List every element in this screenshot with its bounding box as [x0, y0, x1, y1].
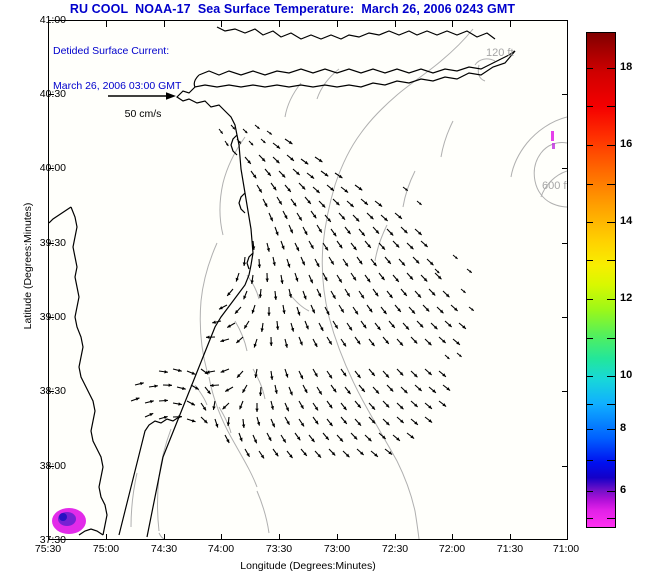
page-title: RU COOL NOAA-17 Sea Surface Temperature:…: [69, 2, 516, 16]
annotation-line-1: Detided Surface Current:: [53, 45, 170, 57]
colorbar-tick-label-14: 14: [620, 215, 633, 227]
sst-data-patches: [52, 131, 555, 534]
depth-label-120ft: 120 ft: [486, 47, 514, 59]
colorbar-tick-label-16: 16: [620, 138, 633, 150]
colorbar-tick-label-8: 8: [620, 422, 627, 434]
annotation-line-2: March 26, 2006 03:00 GMT: [53, 79, 182, 92]
arrow-right-icon: [108, 92, 176, 100]
current-annotation: Detided Surface Current: March 26, 2006 …: [53, 23, 181, 115]
colorbar-tick-label-6: 6: [620, 484, 627, 496]
x-tick-label-8: 71:30: [496, 543, 524, 555]
map-graphics: [49, 26, 567, 539]
colorbar-tick-label-18: 18: [620, 61, 633, 73]
x-tick-label-0: 75:30: [34, 543, 62, 555]
y-tick-label-0: 41:00: [39, 14, 66, 26]
x-tick-label-6: 72:30: [381, 543, 409, 555]
coastline: [49, 26, 516, 538]
y-tick-label-7: 37:30: [39, 534, 66, 546]
map-plot-area[interactable]: Detided Surface Current: March 26, 2006 …: [48, 20, 568, 540]
colorbar-tick-label-12: 12: [620, 292, 633, 304]
x-tick-label-1: 75:00: [92, 543, 120, 555]
x-tick-label-9: 71:00: [552, 543, 580, 555]
colorbar-tick-label-10: 10: [620, 369, 633, 381]
depth-label-600ft: 600 ft: [542, 180, 568, 192]
x-tick-label-4: 73:30: [265, 543, 293, 555]
bathymetry-contours: [130, 28, 567, 539]
x-tick-label-5: 73:00: [323, 543, 351, 555]
y-axis-label: Latitude (Degrees:Minutes): [22, 202, 34, 330]
velocity-scale-label: 50 cm/s: [124, 108, 162, 120]
x-axis-label: Longitude (Degrees:Minutes): [240, 560, 376, 572]
x-tick-label-3: 74:00: [207, 543, 235, 555]
colorbar: [586, 32, 616, 528]
x-tick-label-7: 72:00: [438, 543, 466, 555]
velocity-scale-legend: 50 cm/s: [98, 89, 188, 120]
x-tick-label-2: 74:30: [150, 543, 178, 555]
